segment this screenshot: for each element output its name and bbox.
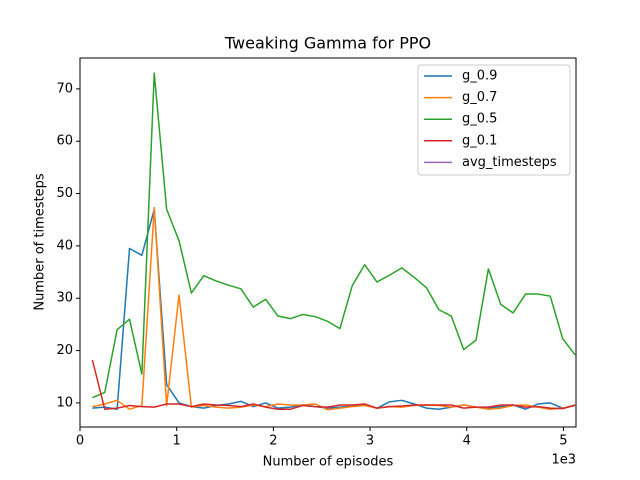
legend-label: g_0.9	[462, 69, 497, 84]
y-tick-label: 60	[56, 134, 73, 149]
y-tick-label: 70	[56, 81, 73, 96]
x-tick-label: 5	[559, 434, 567, 449]
chart-title: Tweaking Gamma for PPO	[224, 34, 431, 53]
legend-label: g_0.5	[462, 112, 497, 127]
x-tick-label: 4	[463, 434, 471, 449]
y-tick-label: 50	[56, 186, 73, 201]
series-line	[92, 72, 576, 399]
legend-label: avg_timesteps	[462, 155, 557, 170]
x-axis-label: Number of episodes	[263, 455, 394, 470]
y-tick-label: 20	[56, 343, 73, 358]
legend-box	[417, 64, 571, 176]
x-offset-label: 1e3	[551, 453, 576, 468]
series-line	[92, 206, 576, 411]
plot-frame	[79, 57, 577, 428]
legend-label: g_0.1	[462, 133, 497, 148]
x-tick-label: 1	[173, 434, 181, 449]
y-axis-label: Number of timesteps	[33, 173, 48, 311]
legend-label: g_0.7	[462, 90, 497, 105]
series-line	[91, 359, 576, 410]
y-tick-label: 40	[56, 238, 73, 253]
x-tick-label: 3	[366, 434, 374, 449]
y-tick-label: 30	[56, 291, 73, 306]
x-tick-label: 0	[76, 434, 84, 449]
y-tick-label: 10	[56, 395, 73, 410]
x-tick-label: 2	[269, 434, 277, 449]
series-line	[92, 208, 576, 410]
